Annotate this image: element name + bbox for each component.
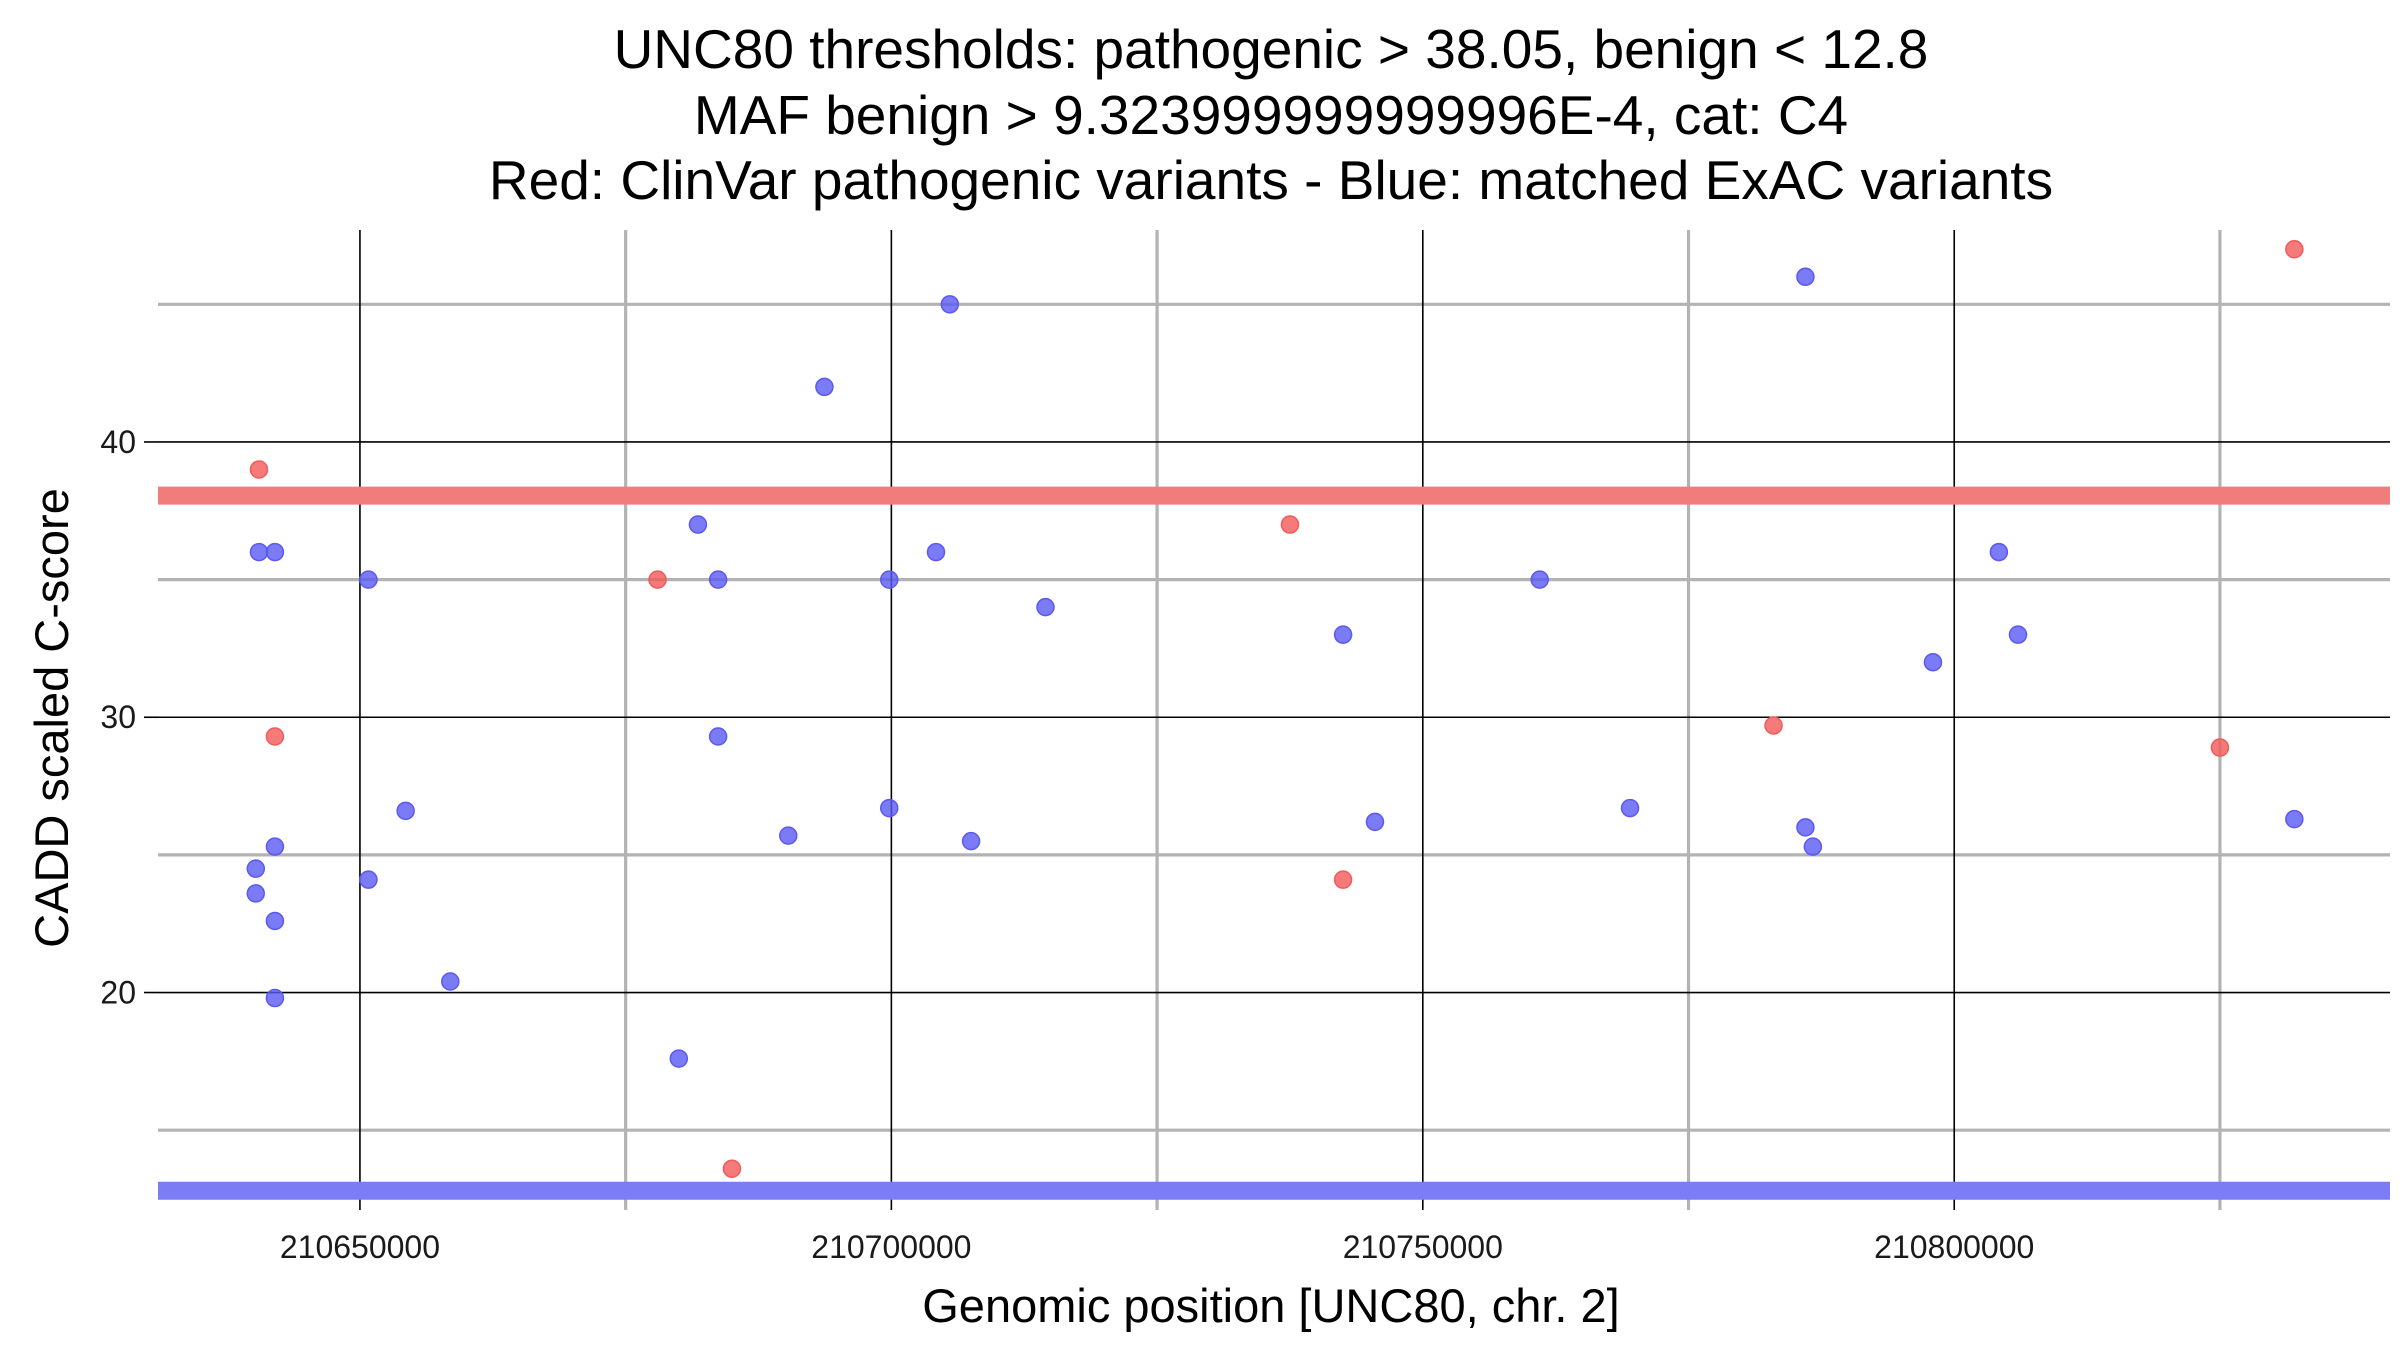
clinvar-point-2 bbox=[648, 570, 667, 589]
y-tick-label-1: 30 bbox=[100, 699, 136, 735]
exac-point-11 bbox=[669, 1049, 689, 1068]
exac-point-1 bbox=[246, 859, 266, 878]
exac-point-19 bbox=[926, 542, 946, 562]
exac-point-17 bbox=[879, 570, 899, 589]
clinvar-point-5 bbox=[1333, 870, 1353, 889]
exac-point-14 bbox=[708, 727, 728, 746]
exac-point-5 bbox=[265, 911, 285, 931]
exac-point-30 bbox=[1923, 652, 1943, 672]
exac-point-15 bbox=[779, 826, 798, 845]
exac-point-25 bbox=[1530, 570, 1549, 589]
clinvar-point-3 bbox=[722, 1159, 742, 1178]
x-tick-label-1: 210700000 bbox=[811, 1229, 971, 1265]
minor-gridlines bbox=[158, 230, 2390, 1210]
exac-point-23 bbox=[1333, 625, 1353, 644]
exac-point-7 bbox=[359, 570, 378, 589]
exac-point-2 bbox=[246, 884, 266, 903]
clinvar-point-0 bbox=[249, 460, 269, 479]
y-tick-label-0: 20 bbox=[100, 975, 136, 1011]
exac-point-0 bbox=[249, 542, 269, 562]
exac-point-6 bbox=[265, 988, 285, 1008]
exac-point-27 bbox=[1796, 267, 1815, 287]
x-tick-label-0: 210650000 bbox=[280, 1229, 440, 1265]
exac-point-32 bbox=[2008, 625, 2028, 644]
chart-title-line-2: MAF benign > 9.323999999999996E-4, cat: … bbox=[694, 84, 1848, 146]
exac-point-26 bbox=[1620, 798, 1640, 818]
exac-point-33 bbox=[2285, 809, 2304, 829]
exac-point-9 bbox=[396, 801, 415, 821]
exac-point-10 bbox=[441, 972, 460, 991]
exac-point-8 bbox=[359, 870, 378, 889]
exac-point-31 bbox=[1989, 542, 2009, 562]
clinvar-point-4 bbox=[1280, 515, 1300, 534]
chart-title-line-1: UNC80 thresholds: pathogenic > 38.05, be… bbox=[614, 18, 1929, 80]
x-axis-ticks: 210650000 210700000 210750000 210800000 bbox=[280, 1229, 2034, 1265]
y-tick-label-2: 40 bbox=[100, 424, 136, 460]
exac-point-13 bbox=[708, 570, 728, 589]
exac-point-21 bbox=[961, 831, 981, 851]
exac-point-12 bbox=[688, 515, 708, 534]
clinvar-point-6 bbox=[1764, 716, 1783, 735]
y-axis-label: CADD scaled C-score bbox=[25, 488, 78, 948]
y-axis-ticks: 20 30 40 bbox=[100, 424, 158, 1011]
exac-point-16 bbox=[815, 377, 834, 397]
exac-point-18 bbox=[879, 798, 899, 818]
clinvar-point-8 bbox=[2285, 240, 2304, 259]
exac-point-3 bbox=[265, 542, 285, 562]
exac-point-22 bbox=[1036, 597, 1055, 617]
x-tick-label-2: 210750000 bbox=[1343, 1229, 1503, 1265]
x-axis-label: Genomic position [UNC80, chr. 2] bbox=[922, 1279, 1619, 1332]
major-gridlines bbox=[158, 230, 2390, 1210]
exac-point-24 bbox=[1365, 812, 1385, 832]
clinvar-point-7 bbox=[2210, 738, 2230, 757]
exac-point-28 bbox=[1796, 818, 1815, 837]
clinvar-point-1 bbox=[265, 727, 285, 746]
exac-point-20 bbox=[940, 295, 960, 314]
exac-point-29 bbox=[1803, 837, 1823, 856]
x-tick-label-3: 210800000 bbox=[1874, 1229, 2034, 1265]
threshold-lines bbox=[158, 486, 2390, 1200]
data-points bbox=[246, 240, 2304, 1178]
exac-point-4 bbox=[265, 837, 285, 856]
chart-title-line-3: Red: ClinVar pathogenic variants - Blue:… bbox=[489, 149, 2053, 211]
